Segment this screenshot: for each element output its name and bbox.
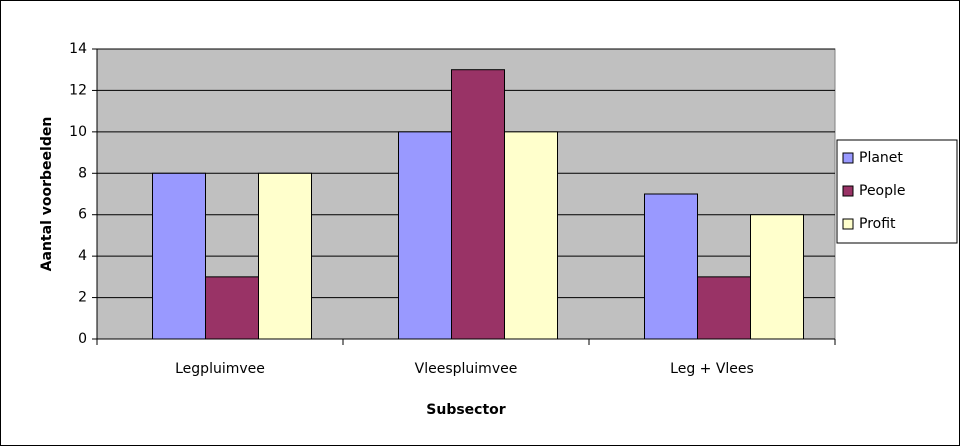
legend-label: Planet [859,150,903,166]
legend-swatch [842,185,854,197]
y-tick-label: 8 [78,165,87,181]
x-tick-label: Leg + Vlees [670,361,754,377]
y-tick-label: 12 [69,82,87,98]
y-tick-label: 4 [78,248,87,264]
y-tick-label: 0 [78,331,87,347]
legend-box [836,139,958,244]
y-tick-label: 10 [69,124,87,140]
bar [750,214,804,340]
legend-label: People [859,183,906,199]
y-axis-label: Aantal voorbeelden [39,117,55,272]
bar [205,276,259,340]
bar [504,131,558,340]
y-tick-label: 14 [69,41,87,57]
bar [451,69,505,340]
y-tick-label: 2 [78,290,87,306]
bar [152,172,206,340]
bar [258,172,312,340]
x-tick-label: Legpluimvee [175,361,265,377]
x-tick-label: Vleespluimvee [415,361,518,377]
y-tick-label: 6 [78,207,87,223]
bar [697,276,751,340]
bar [644,193,698,340]
legend-swatch [842,152,854,164]
legend-label: Profit [859,216,896,232]
legend-swatch [842,218,854,230]
bar [398,131,452,340]
x-axis-label: Subsector [426,402,506,418]
